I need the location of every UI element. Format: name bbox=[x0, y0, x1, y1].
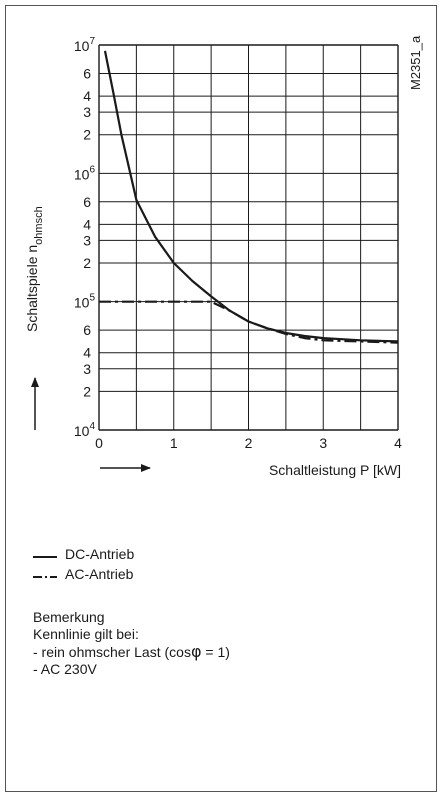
legend: DC-Antrieb AC-Antrieb bbox=[33, 544, 134, 584]
legend-label-ac: AC-Antrieb bbox=[65, 566, 134, 582]
y-minor-label: 2 bbox=[83, 383, 91, 399]
notes-line-2: - rein ohmscher Last (cosφ = 1) bbox=[33, 643, 230, 661]
svg-text:Schaltspiele nohmsch: Schaltspiele nohmsch bbox=[24, 206, 45, 332]
y-axis-title: Schaltspiele nohmsch bbox=[24, 206, 45, 332]
notes-line-2-prefix: - rein ohmscher Last (cos bbox=[33, 644, 191, 660]
y-minor-label: 4 bbox=[83, 345, 91, 361]
y-minor-label: 3 bbox=[83, 232, 91, 248]
x-tick-labels: 0 1 2 3 4 bbox=[95, 435, 402, 451]
y-minor-label: 4 bbox=[83, 88, 91, 104]
x-tick-label: 1 bbox=[170, 435, 178, 451]
y-minor-label: 6 bbox=[83, 322, 91, 338]
chart-series bbox=[99, 50, 399, 344]
y-axis-title-subscript: ohmsch bbox=[33, 206, 45, 245]
x-axis-title: Schaltleistung P [kW] bbox=[269, 462, 401, 478]
y-minor-label: 3 bbox=[83, 104, 91, 120]
legend-item-dc: DC-Antrieb bbox=[33, 544, 134, 564]
notes-line-1: Kennlinie gilt bei: bbox=[33, 626, 139, 642]
series-line-ac bbox=[99, 300, 399, 344]
x-tick-label: 2 bbox=[245, 435, 253, 451]
legend-swatch-ac bbox=[33, 576, 57, 578]
y-minor-label: 2 bbox=[83, 255, 91, 271]
legend-item-ac: AC-Antrieb bbox=[33, 564, 134, 584]
notes: Bemerkung Kennlinie gilt bei: - rein ohm… bbox=[33, 609, 230, 678]
x-tick-label: 3 bbox=[319, 435, 327, 451]
y-axis-title-main: Schaltspiele n bbox=[24, 245, 40, 332]
y-minor-label: 6 bbox=[83, 194, 91, 210]
notes-heading: Bemerkung bbox=[33, 609, 105, 625]
y-minor-label: 2 bbox=[83, 127, 91, 143]
notes-line-3: - AC 230V bbox=[33, 661, 97, 677]
notes-line-2-suffix: = 1) bbox=[201, 644, 230, 660]
y-decade-label: 105 bbox=[74, 293, 96, 311]
figure-id: M2351_a bbox=[408, 35, 423, 90]
y-minor-label: 6 bbox=[83, 65, 91, 81]
y-minor-label: 4 bbox=[83, 216, 91, 232]
legend-swatch-dc bbox=[33, 556, 57, 558]
y-decade-label: 107 bbox=[74, 36, 96, 54]
x-tick-label: 0 bbox=[95, 435, 103, 451]
phi-symbol: φ bbox=[190, 642, 202, 661]
series-line-dc bbox=[103, 50, 399, 343]
chart-grid bbox=[98, 44, 399, 431]
y-decade-label: 106 bbox=[74, 164, 96, 182]
y-decade-label: 104 bbox=[74, 421, 96, 439]
y-minor-label: 3 bbox=[83, 361, 91, 377]
legend-label-dc: DC-Antrieb bbox=[65, 546, 135, 562]
page-frame bbox=[5, 5, 437, 792]
x-tick-label: 4 bbox=[394, 435, 402, 451]
